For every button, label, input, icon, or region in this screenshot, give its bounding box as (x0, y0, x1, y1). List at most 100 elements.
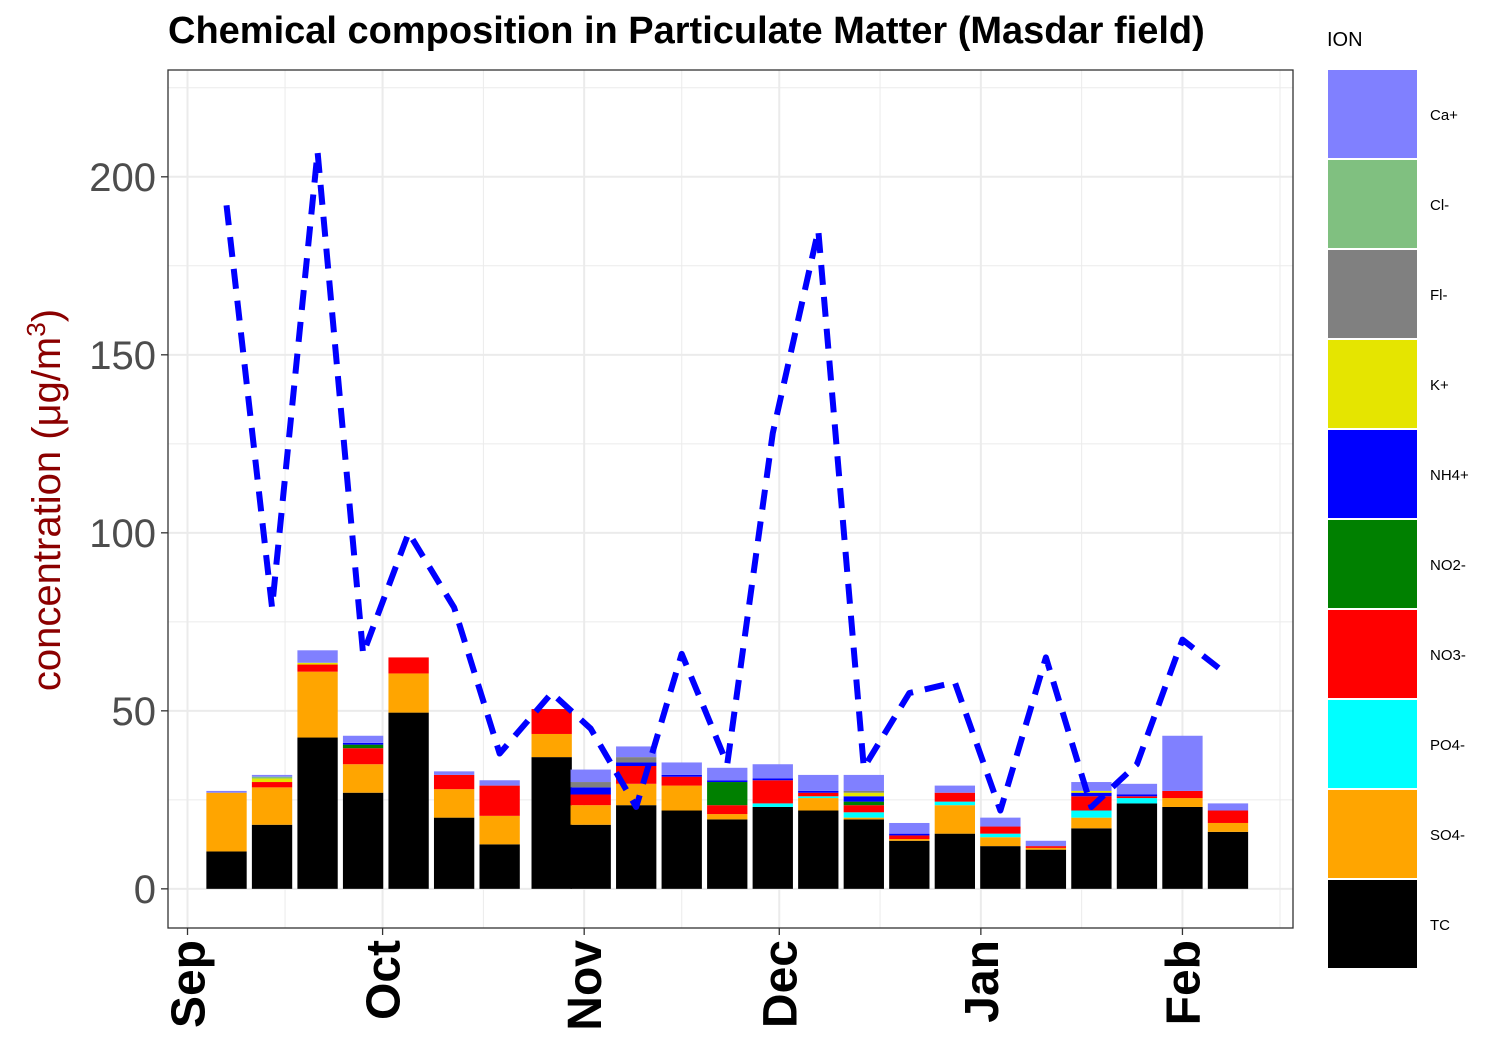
legend: ION Ca+ Cl- Fl- K+ NH4+ NO2- NO3- PO4- SO4- TC (1327, 29, 1469, 968)
x-tick-label: Oct (358, 940, 411, 1020)
chart-title: Chemical composition in Particulate Matt… (168, 10, 1205, 52)
bar-segment-so4-minus (388, 673, 429, 713)
bar-segment-no2-minus (707, 782, 748, 806)
legend-key (1328, 520, 1417, 608)
bar-segment-tc (752, 806, 793, 889)
bar-segment-no3-minus (980, 826, 1021, 834)
bar-segment-so4-minus (843, 817, 884, 820)
bar-segment-no2-minus (843, 801, 884, 806)
bar-segment-po4-minus (798, 796, 839, 799)
bar-segment-no3-minus (297, 664, 338, 672)
bar-segment-so4-minus (661, 785, 702, 811)
bar-segment-so4-minus (889, 838, 930, 841)
bar-segment-tc (1207, 831, 1249, 889)
bar-segment-tc (206, 851, 247, 889)
bar-segment-k-plus (251, 778, 293, 783)
bar-segment-tc (661, 810, 702, 889)
y-axis-label-close: ) (25, 309, 69, 322)
y-axis: 0 50 100 150 200 (89, 156, 168, 912)
bar-segment-tc (798, 810, 839, 889)
bar-segment-ca-plus (1207, 803, 1249, 811)
bar-segment-tc (570, 824, 611, 889)
bar-segment-no3-minus (1207, 810, 1249, 823)
y-tick-label: 200 (89, 156, 156, 200)
bar-segment-no3-minus (342, 748, 384, 765)
bar-segment-tc (889, 840, 930, 889)
bar-segment-k-plus (1071, 790, 1112, 793)
bar-segment-ca-plus (433, 771, 475, 775)
bar-segment-fl-minus (843, 790, 884, 793)
bar-segment-so4-minus (531, 733, 572, 758)
bar-segment-nh4-plus (661, 774, 702, 777)
bar-segment-ca-plus (251, 774, 293, 777)
bar-segment-so4-minus (1025, 847, 1067, 850)
bar-segment-tc (1025, 849, 1067, 889)
bar-segment-nh4-plus (752, 778, 793, 781)
legend-label: NO3- (1430, 647, 1466, 664)
bar-segment-ca-plus (889, 822, 930, 834)
legend-label: SO4- (1430, 827, 1465, 844)
bar-segment-no3-minus (1162, 790, 1203, 799)
bar-segment-no3-minus (1116, 796, 1158, 799)
bar-segment-so4-minus (980, 837, 1021, 847)
bar-segment-tc (531, 757, 572, 889)
bar-segment-nh4-plus (798, 790, 839, 793)
legend-key (1328, 340, 1417, 428)
x-tick-label: Feb (1157, 940, 1210, 1025)
bar-segment-so4-minus (433, 789, 475, 818)
bar-segment-no3-minus (798, 792, 839, 797)
bar-segment-ca-plus (1116, 783, 1158, 795)
bar-segment-so4-minus (798, 798, 839, 811)
total-pm-line (223, 148, 1230, 814)
bar-segment-no2-minus (342, 744, 384, 749)
bar-segment-no3-minus (661, 776, 702, 786)
bar-segment-nh4-plus (707, 780, 748, 783)
bar-segment-po4-minus (1071, 810, 1112, 818)
bar-segment-ca-plus (934, 785, 976, 793)
bar-segment-no3-minus (934, 792, 976, 802)
legend-title: ION (1327, 29, 1363, 51)
bar-segment-so4-minus (206, 792, 247, 852)
bar-segment-tc (1162, 806, 1203, 889)
bar-segment-no3-minus (570, 794, 611, 806)
bar-segment-po4-minus (980, 833, 1021, 838)
bar-segment-tc (388, 712, 429, 889)
legend-label: Cl- (1430, 197, 1449, 214)
bar-segment-so4-minus (570, 805, 611, 825)
bar-segment-no3-minus (251, 782, 293, 788)
legend-key (1328, 250, 1417, 338)
bar-segment-ca-plus (843, 774, 884, 791)
legend-label: K+ (1430, 377, 1449, 394)
bar-segment-po4-minus (1116, 798, 1158, 804)
y-tick-label: 150 (89, 334, 156, 378)
x-axis: Sep Oct Nov Dec Jan Feb (163, 928, 1210, 1031)
bar-segment-so4-minus (707, 814, 748, 820)
bar-segment-po4-minus (843, 812, 884, 818)
bar-segment-so4-minus (1162, 798, 1203, 807)
bar-segment-nh4-plus (1071, 792, 1112, 797)
bar-segment-tc (479, 844, 520, 889)
bar-segment-no3-minus (889, 835, 930, 839)
bar-segment-nh4-plus (342, 742, 384, 745)
bar-segment-so4-minus (251, 787, 293, 825)
bar-segment-ca-plus (342, 735, 384, 743)
y-axis-label-superscript: 3 (21, 322, 51, 336)
bar-segment-ca-plus (661, 762, 702, 775)
total-pm-dashed-line (223, 148, 1230, 814)
legend-key (1328, 790, 1417, 878)
bar-segment-ca-plus (1025, 840, 1067, 847)
x-tick-label: Sep (163, 940, 216, 1028)
bar-segment-ca-plus (206, 790, 247, 793)
bar-segment-tc (433, 817, 475, 889)
bar-segment-so4-minus (1207, 822, 1249, 832)
legend-label: PO4- (1430, 737, 1465, 754)
bar-segment-no3-minus (433, 774, 475, 790)
bar-segment-ca-plus (1071, 782, 1112, 791)
bar-segment-no3-minus (479, 785, 520, 816)
legend-key (1328, 610, 1417, 698)
bar-segment-no3-minus (707, 805, 748, 815)
bar-segment-ca-plus (752, 764, 793, 779)
bar-segment-so4-minus (934, 805, 976, 834)
legend-label: TC (1430, 917, 1450, 934)
